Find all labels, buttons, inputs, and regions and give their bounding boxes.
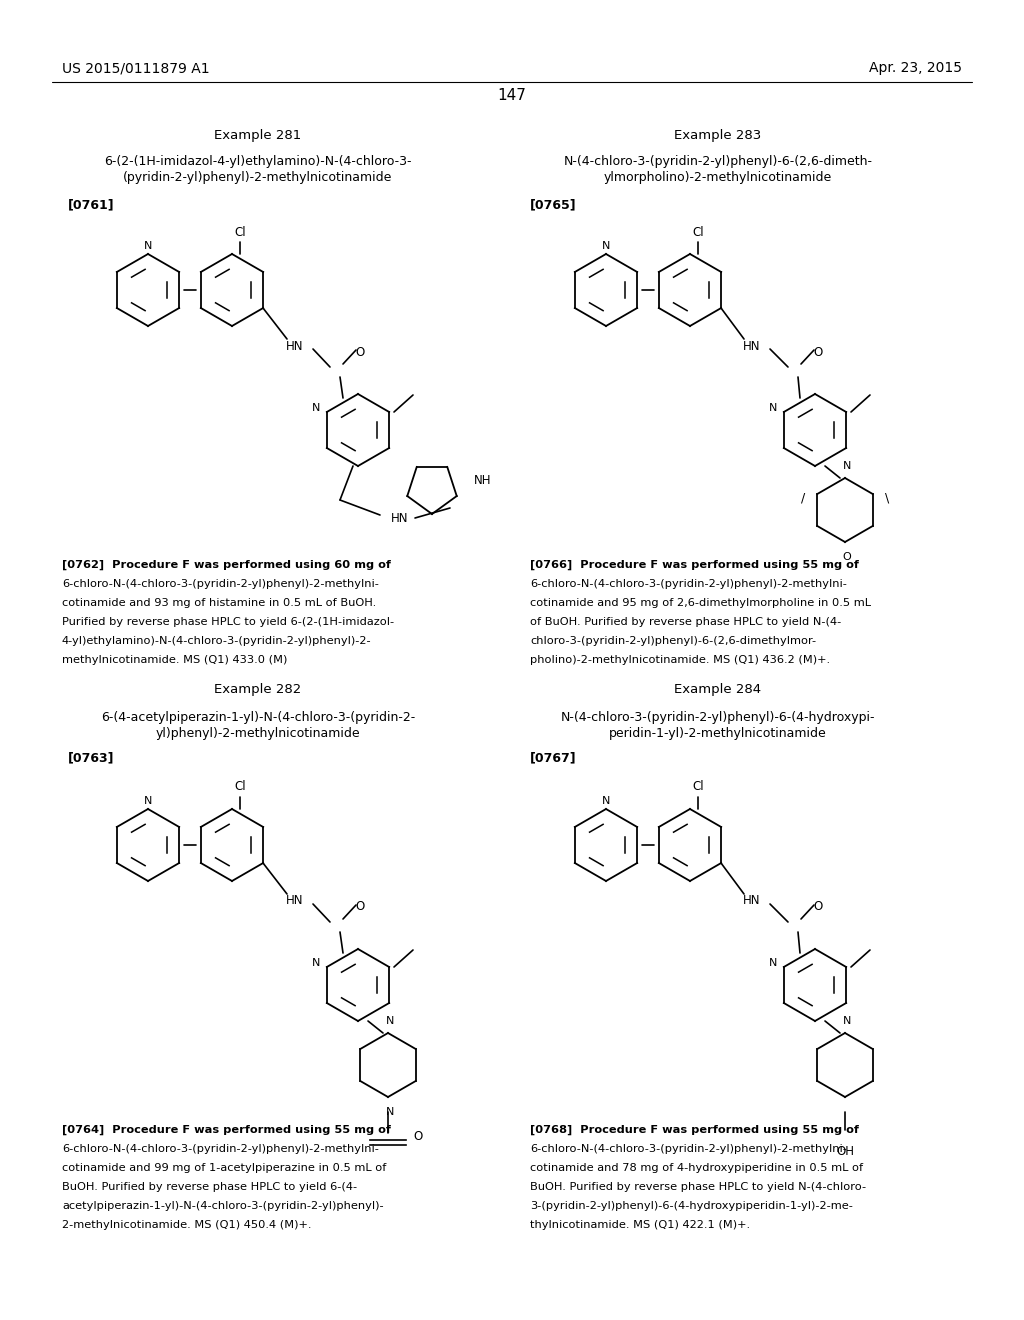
Text: N: N (311, 958, 319, 968)
Text: [0768]  Procedure F was performed using 55 mg of: [0768] Procedure F was performed using 5… (530, 1125, 859, 1135)
Text: NH: NH (474, 474, 492, 487)
Text: yl)phenyl)-2-methylnicotinamide: yl)phenyl)-2-methylnicotinamide (156, 726, 360, 739)
Text: 3-(pyridin-2-yl)phenyl)-6-(4-hydroxypiperidin-1-yl)-2-me-: 3-(pyridin-2-yl)phenyl)-6-(4-hydroxypipe… (530, 1201, 853, 1210)
Text: N: N (768, 958, 777, 968)
Text: HN: HN (743, 339, 761, 352)
Text: [0764]  Procedure F was performed using 55 mg of: [0764] Procedure F was performed using 5… (62, 1125, 391, 1135)
Text: acetylpiperazin-1-yl)-N-(4-chloro-3-(pyridin-2-yl)phenyl)-: acetylpiperazin-1-yl)-N-(4-chloro-3-(pyr… (62, 1201, 384, 1210)
Text: of BuOH. Purified by reverse phase HPLC to yield N-(4-: of BuOH. Purified by reverse phase HPLC … (530, 616, 842, 627)
Text: pholino)-2-methylnicotinamide. MS (Q1) 436.2 (M)+.: pholino)-2-methylnicotinamide. MS (Q1) 4… (530, 655, 830, 665)
Text: N: N (768, 403, 777, 413)
Text: O: O (355, 346, 365, 359)
Text: Example 283: Example 283 (675, 128, 762, 141)
Text: N-(4-chloro-3-(pyridin-2-yl)phenyl)-6-(2,6-dimeth-: N-(4-chloro-3-(pyridin-2-yl)phenyl)-6-(2… (563, 156, 872, 169)
Text: 6-chloro-N-(4-chloro-3-(pyridin-2-yl)phenyl)-2-methylni-: 6-chloro-N-(4-chloro-3-(pyridin-2-yl)phe… (62, 579, 379, 589)
Text: Apr. 23, 2015: Apr. 23, 2015 (869, 61, 962, 75)
Text: Purified by reverse phase HPLC to yield 6-(2-(1H-imidazol-: Purified by reverse phase HPLC to yield … (62, 616, 394, 627)
Text: US 2015/0111879 A1: US 2015/0111879 A1 (62, 61, 210, 75)
Text: 4-yl)ethylamino)-N-(4-chloro-3-(pyridin-2-yl)phenyl)-2-: 4-yl)ethylamino)-N-(4-chloro-3-(pyridin-… (62, 636, 372, 645)
Text: HN: HN (287, 895, 304, 908)
Text: N: N (386, 1107, 394, 1117)
Text: 6-chloro-N-(4-chloro-3-(pyridin-2-yl)phenyl)-2-methylni-: 6-chloro-N-(4-chloro-3-(pyridin-2-yl)phe… (530, 579, 847, 589)
Text: chloro-3-(pyridin-2-yl)phenyl)-6-(2,6-dimethylmor-: chloro-3-(pyridin-2-yl)phenyl)-6-(2,6-di… (530, 636, 816, 645)
Text: N: N (311, 403, 319, 413)
Text: Example 282: Example 282 (214, 684, 302, 697)
Text: HN: HN (743, 895, 761, 908)
Text: Cl: Cl (692, 226, 703, 239)
Text: Example 281: Example 281 (214, 128, 302, 141)
Text: Example 284: Example 284 (675, 684, 762, 697)
Text: 6-chloro-N-(4-chloro-3-(pyridin-2-yl)phenyl)-2-methylni-: 6-chloro-N-(4-chloro-3-(pyridin-2-yl)phe… (530, 1144, 847, 1154)
Text: cotinamide and 95 mg of 2,6-dimethylmorpholine in 0.5 mL: cotinamide and 95 mg of 2,6-dimethylmorp… (530, 598, 871, 609)
Text: peridin-1-yl)-2-methylnicotinamide: peridin-1-yl)-2-methylnicotinamide (609, 726, 826, 739)
Text: Cl: Cl (234, 780, 246, 793)
Text: [0765]: [0765] (530, 198, 577, 211)
Text: O: O (813, 900, 822, 913)
Text: ylmorpholino)-2-methylnicotinamide: ylmorpholino)-2-methylnicotinamide (604, 172, 833, 185)
Text: O: O (813, 346, 822, 359)
Text: Cl: Cl (234, 226, 246, 239)
Text: OH: OH (836, 1144, 854, 1158)
Text: (pyridin-2-yl)phenyl)-2-methylnicotinamide: (pyridin-2-yl)phenyl)-2-methylnicotinami… (123, 172, 392, 185)
Text: /: / (801, 491, 805, 504)
Text: cotinamide and 99 mg of 1-acetylpiperazine in 0.5 mL of: cotinamide and 99 mg of 1-acetylpiperazi… (62, 1163, 386, 1173)
Text: N: N (602, 796, 610, 807)
Text: [0763]: [0763] (68, 751, 115, 764)
Text: thylnicotinamide. MS (Q1) 422.1 (M)+.: thylnicotinamide. MS (Q1) 422.1 (M)+. (530, 1220, 751, 1230)
Text: 147: 147 (498, 87, 526, 103)
Text: [0762]  Procedure F was performed using 60 mg of: [0762] Procedure F was performed using 6… (62, 560, 391, 570)
Text: N: N (386, 1016, 394, 1026)
Text: O: O (355, 900, 365, 913)
Text: Cl: Cl (692, 780, 703, 793)
Text: [0767]: [0767] (530, 751, 577, 764)
Text: N: N (843, 1016, 851, 1026)
Text: \: \ (885, 491, 889, 504)
Text: 6-(2-(1H-imidazol-4-yl)ethylamino)-N-(4-chloro-3-: 6-(2-(1H-imidazol-4-yl)ethylamino)-N-(4-… (104, 156, 412, 169)
Text: methylnicotinamide. MS (Q1) 433.0 (M): methylnicotinamide. MS (Q1) 433.0 (M) (62, 655, 288, 665)
Text: N: N (143, 242, 153, 251)
Text: HN: HN (287, 339, 304, 352)
Text: N: N (143, 796, 153, 807)
Text: 2-methylnicotinamide. MS (Q1) 450.4 (M)+.: 2-methylnicotinamide. MS (Q1) 450.4 (M)+… (62, 1220, 311, 1230)
Text: O: O (413, 1130, 422, 1143)
Text: 6-chloro-N-(4-chloro-3-(pyridin-2-yl)phenyl)-2-methylni-: 6-chloro-N-(4-chloro-3-(pyridin-2-yl)phe… (62, 1144, 379, 1154)
Text: O: O (843, 552, 851, 562)
Text: HN: HN (391, 511, 409, 524)
Text: BuOH. Purified by reverse phase HPLC to yield 6-(4-: BuOH. Purified by reverse phase HPLC to … (62, 1181, 357, 1192)
Text: cotinamide and 78 mg of 4-hydroxypiperidine in 0.5 mL of: cotinamide and 78 mg of 4-hydroxypiperid… (530, 1163, 863, 1173)
Text: N-(4-chloro-3-(pyridin-2-yl)phenyl)-6-(4-hydroxypi-: N-(4-chloro-3-(pyridin-2-yl)phenyl)-6-(4… (561, 710, 876, 723)
Text: BuOH. Purified by reverse phase HPLC to yield N-(4-chloro-: BuOH. Purified by reverse phase HPLC to … (530, 1181, 866, 1192)
Text: [0766]  Procedure F was performed using 55 mg of: [0766] Procedure F was performed using 5… (530, 560, 859, 570)
Text: cotinamide and 93 mg of histamine in 0.5 mL of BuOH.: cotinamide and 93 mg of histamine in 0.5… (62, 598, 376, 609)
Text: 6-(4-acetylpiperazin-1-yl)-N-(4-chloro-3-(pyridin-2-: 6-(4-acetylpiperazin-1-yl)-N-(4-chloro-3… (101, 710, 415, 723)
Text: N: N (602, 242, 610, 251)
Text: N: N (843, 461, 851, 471)
Text: [0761]: [0761] (68, 198, 115, 211)
